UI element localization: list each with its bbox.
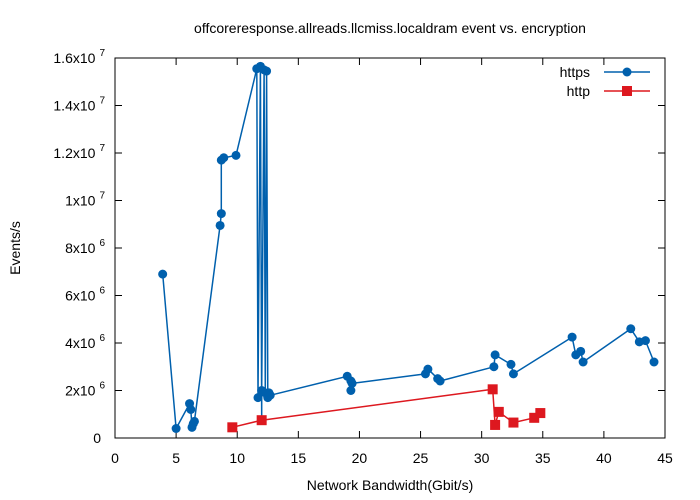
data-point-http — [256, 415, 267, 426]
data-point-https — [578, 357, 588, 367]
data-point-https — [576, 346, 586, 356]
data-point-http — [490, 419, 501, 430]
x-tick-label: 25 — [413, 450, 429, 466]
data-point-https — [262, 66, 272, 76]
y-tick-label: 0 — [93, 430, 101, 446]
data-point-https — [215, 220, 225, 230]
y-tick-label: 6x10 6 — [65, 286, 105, 304]
plot-frame — [114, 57, 666, 439]
data-point-https — [508, 369, 518, 379]
x-axis-label: Network Bandwidth(Gbit/s) — [307, 477, 474, 493]
plot-border — [114, 57, 666, 439]
data-point-https — [490, 350, 500, 360]
data-point-https — [186, 405, 196, 414]
series-https — [158, 61, 659, 433]
data-point-http — [227, 422, 238, 433]
chart-title: offcoreresponse.allreads.llcmiss.localdr… — [194, 20, 586, 36]
data-point-https — [423, 364, 433, 374]
y-tick-label: 1.2x10 7 — [53, 143, 105, 161]
x-tick-label: 20 — [352, 450, 368, 466]
legend-marker-http — [622, 86, 632, 96]
y-tick-label: 1.6x10 7 — [53, 48, 105, 66]
data-point-https — [171, 424, 181, 433]
data-point-http — [493, 406, 504, 417]
data-point-http — [535, 408, 546, 419]
x-tick-label: 10 — [229, 450, 245, 466]
series-layer — [158, 61, 659, 433]
legend: https http — [560, 64, 650, 99]
data-point-https — [158, 269, 168, 279]
x-tick-label: 35 — [535, 450, 551, 466]
data-point-https — [346, 386, 356, 395]
y-axis: 0 2x10 6 4x10 6 6x10 6 8x10 6 1x10 7 1.2x10 7 1.4x10 7… — [53, 48, 665, 446]
series-line-https — [161, 65, 655, 430]
data-point-https — [265, 390, 275, 400]
x-tick-label: 15 — [291, 450, 307, 466]
y-tick-label: 1x10 7 — [65, 191, 105, 209]
legend-label-https: https — [560, 64, 590, 80]
data-point-https — [253, 393, 263, 403]
legend-label-http: http — [567, 83, 591, 99]
y-axis-label: Events/s — [7, 221, 23, 275]
x-tick-label: 5 — [172, 450, 180, 466]
data-point-https — [489, 362, 499, 372]
y-tick-label: 1.4x10 7 — [53, 96, 105, 114]
x-axis: 0 5 10 15 20 25 30 35 40 45 — [111, 58, 673, 466]
x-tick-label: 40 — [596, 450, 612, 466]
data-point-https — [219, 153, 229, 163]
data-point-https — [626, 324, 636, 334]
y-tick-label: 2x10 6 — [65, 381, 105, 399]
legend-marker-https — [622, 67, 632, 77]
data-point-http — [529, 412, 540, 423]
x-tick-label: 30 — [474, 450, 490, 466]
data-point-https — [189, 416, 199, 426]
y-tick-label: 8x10 6 — [65, 238, 105, 256]
x-tick-label: 45 — [657, 450, 673, 466]
data-point-https — [640, 336, 650, 346]
data-point-https — [567, 332, 577, 342]
x-tick-label: 0 — [111, 450, 119, 466]
data-point-https — [347, 378, 357, 388]
data-point-https — [506, 359, 516, 369]
data-point-https — [231, 150, 241, 160]
series-http — [227, 384, 546, 433]
data-point-https — [216, 209, 226, 219]
data-point-http — [508, 417, 519, 428]
y-tick-label: 4x10 6 — [65, 333, 105, 351]
data-point-http — [487, 384, 498, 395]
data-point-https — [649, 357, 659, 367]
data-point-https — [435, 376, 445, 386]
